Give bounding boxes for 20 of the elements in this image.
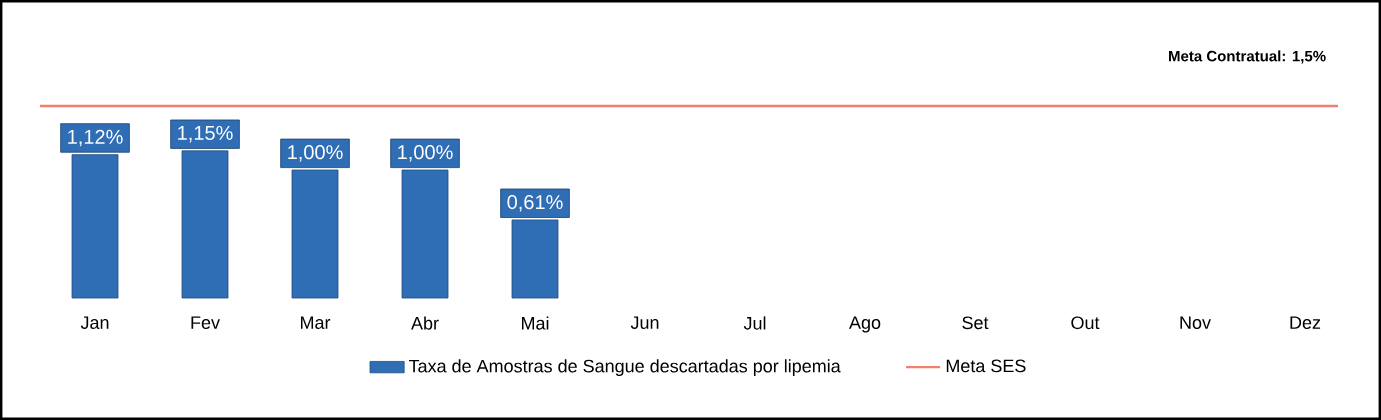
x-tick-label: Set — [962, 316, 989, 330]
x-tick-label: Fev — [191, 316, 220, 329]
x-tick-label: Abr — [411, 316, 439, 330]
data-label: 1,12% — [68, 129, 123, 147]
data-label: 1,00% — [288, 145, 343, 162]
x-tick-label: Nov — [1180, 316, 1211, 329]
data-label: 0,61% — [507, 195, 563, 212]
x-tick-label: Dez — [1290, 316, 1321, 329]
x-tick-label: Out — [1071, 316, 1100, 330]
data-label: 1,15% — [178, 125, 233, 143]
legend-label: Meta SES — [946, 359, 1026, 373]
x-tick-label: Jan — [80, 316, 109, 329]
annotation: Meta Contratual: 1,5% — [1169, 50, 1326, 64]
x-tick-label: Jun — [630, 316, 659, 329]
x-tick-label: Mai — [521, 316, 549, 330]
x-tick-label: Jul — [743, 316, 766, 330]
x-tick-label: Mar — [300, 316, 331, 329]
x-tick-label: Ago — [849, 316, 881, 333]
data-label: 1,00% — [398, 145, 453, 162]
legend-label: Taxa de Amostras de Sangue descartadas por lipemia — [408, 359, 841, 377]
